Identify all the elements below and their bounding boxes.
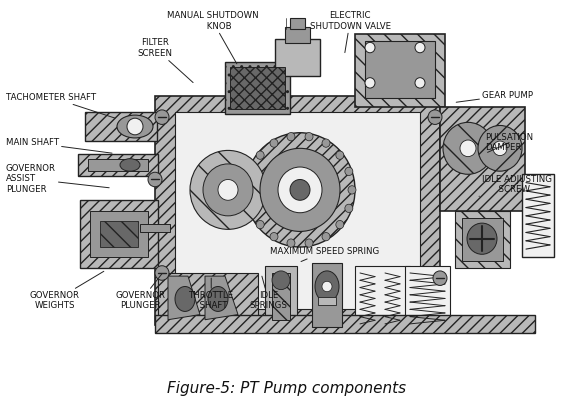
Ellipse shape [120, 159, 140, 171]
Bar [355, 34, 445, 107]
Ellipse shape [315, 271, 339, 302]
Bar [365, 41, 435, 99]
Bar [405, 266, 450, 323]
Polygon shape [205, 276, 238, 320]
Bar [355, 266, 410, 323]
Ellipse shape [322, 281, 332, 292]
Ellipse shape [415, 42, 425, 53]
Ellipse shape [336, 221, 344, 229]
Text: TACHOMETER SHAFT: TACHOMETER SHAFT [6, 93, 115, 118]
Text: PULSATION
DAMPER: PULSATION DAMPER [485, 133, 533, 152]
Ellipse shape [305, 133, 313, 141]
Bar [230, 67, 285, 109]
Ellipse shape [244, 186, 252, 194]
Ellipse shape [287, 133, 295, 141]
Bar [175, 112, 420, 309]
Ellipse shape [117, 115, 153, 138]
Ellipse shape [460, 140, 476, 157]
Bar [155, 97, 440, 325]
Polygon shape [168, 276, 200, 320]
Ellipse shape [365, 42, 375, 53]
Text: Figure-5: PT Pump components: Figure-5: PT Pump components [168, 381, 406, 396]
Ellipse shape [467, 223, 497, 254]
Text: THROTTLE
  SHAFT: THROTTLE SHAFT [189, 278, 234, 311]
Ellipse shape [203, 164, 253, 216]
Bar [80, 200, 158, 268]
Ellipse shape [345, 204, 353, 213]
Ellipse shape [190, 150, 266, 229]
Bar [522, 174, 554, 257]
Ellipse shape [322, 233, 330, 241]
Ellipse shape [428, 110, 442, 124]
Bar [158, 273, 258, 330]
Ellipse shape [415, 78, 425, 88]
Bar [78, 154, 158, 177]
Ellipse shape [478, 126, 522, 171]
Text: MANUAL SHUTDOWN
     KNOB: MANUAL SHUTDOWN KNOB [166, 11, 258, 64]
Bar [155, 315, 535, 333]
Ellipse shape [175, 286, 195, 311]
Ellipse shape [336, 151, 344, 159]
Bar [290, 19, 305, 29]
Text: IDLE
SPRINGS: IDLE SPRINGS [250, 276, 288, 311]
Bar [285, 27, 310, 43]
Bar [455, 210, 510, 268]
Text: IDLE ADJUSTING
      SCREW: IDLE ADJUSTING SCREW [479, 175, 552, 196]
Bar [275, 39, 320, 76]
Ellipse shape [260, 148, 340, 231]
Ellipse shape [322, 139, 330, 147]
Ellipse shape [290, 179, 310, 200]
Ellipse shape [247, 204, 255, 213]
Bar [140, 224, 170, 232]
Text: FILTER
SCREEN: FILTER SCREEN [138, 38, 193, 82]
Ellipse shape [287, 239, 295, 247]
Ellipse shape [345, 167, 353, 176]
Ellipse shape [127, 118, 143, 135]
Bar [265, 266, 297, 323]
Text: GOVERNOR
WEIGHTS: GOVERNOR WEIGHTS [29, 271, 104, 311]
Ellipse shape [443, 122, 493, 174]
Ellipse shape [270, 139, 278, 147]
Ellipse shape [272, 271, 290, 290]
Text: MAXIMUM SPEED SPRING: MAXIMUM SPEED SPRING [270, 247, 379, 261]
Ellipse shape [245, 133, 355, 247]
Ellipse shape [155, 266, 169, 280]
Ellipse shape [155, 110, 169, 124]
Bar [318, 297, 336, 305]
Ellipse shape [305, 239, 313, 247]
Bar [462, 218, 503, 261]
Bar [440, 107, 525, 210]
Ellipse shape [256, 221, 264, 229]
Ellipse shape [270, 233, 278, 241]
Text: GOVERNOR
ASSIST
PLUNGER: GOVERNOR ASSIST PLUNGER [6, 164, 109, 194]
Text: GOVERNOR
PLUNGER: GOVERNOR PLUNGER [115, 274, 166, 311]
Ellipse shape [148, 172, 162, 187]
Text: MAIN SHAFT: MAIN SHAFT [6, 138, 112, 153]
Bar [88, 159, 148, 171]
Ellipse shape [256, 151, 264, 159]
Ellipse shape [208, 286, 228, 311]
Ellipse shape [433, 271, 447, 286]
Bar [225, 62, 290, 114]
Ellipse shape [247, 167, 255, 176]
Text: GEAR PUMP: GEAR PUMP [456, 91, 533, 102]
Ellipse shape [278, 167, 322, 213]
Bar [312, 263, 342, 327]
Bar [90, 210, 148, 257]
Bar [100, 221, 138, 247]
Bar [272, 273, 290, 320]
Ellipse shape [493, 141, 507, 156]
Ellipse shape [218, 179, 238, 200]
Ellipse shape [348, 186, 356, 194]
Text: ELECTRIC
SHUTDOWN VALVE: ELECTRIC SHUTDOWN VALVE [309, 11, 391, 53]
Bar [85, 112, 157, 141]
Ellipse shape [365, 78, 375, 88]
